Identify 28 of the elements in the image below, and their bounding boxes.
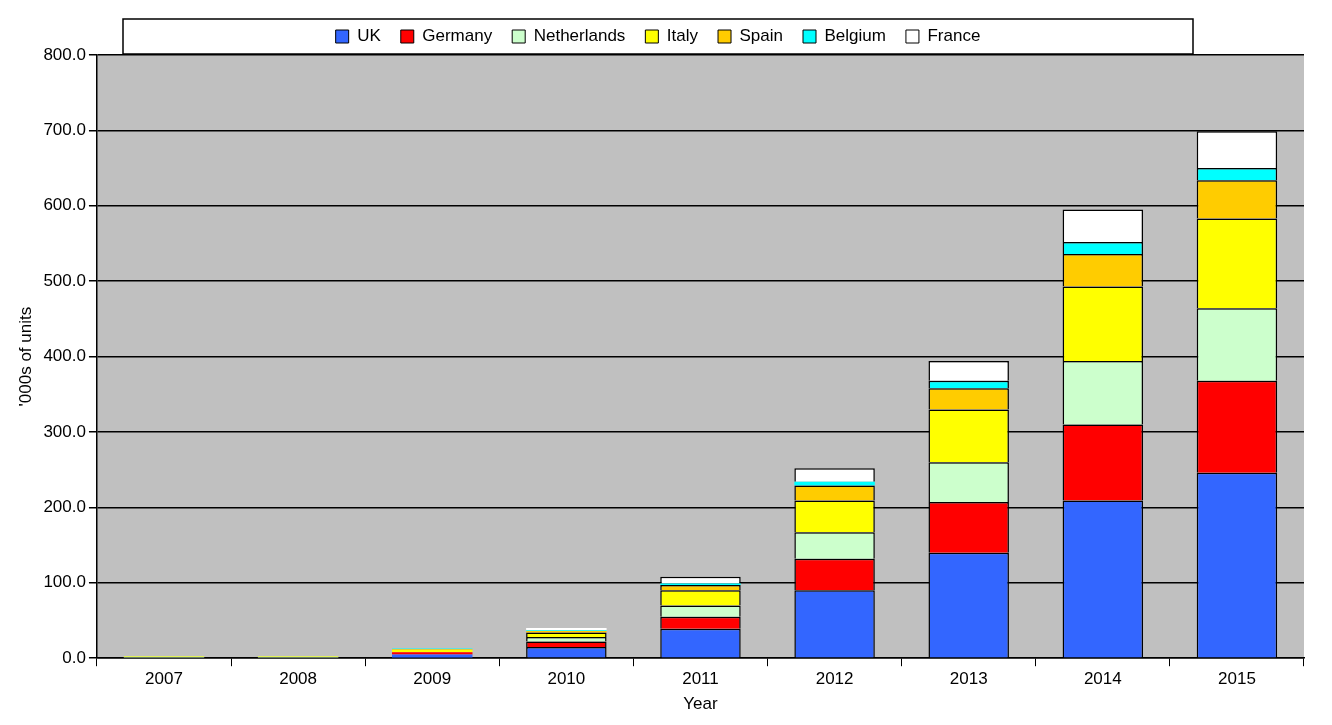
y-tick-label: 600.0 (43, 195, 86, 215)
x-tick-label: 2010 (547, 669, 586, 689)
y-tick-label: 800.0 (43, 44, 86, 64)
legend-label: Belgium (824, 26, 886, 46)
x-tick-label: 2013 (949, 669, 988, 689)
x-tick-label: 2008 (279, 669, 318, 689)
y-tick-label: 0.0 (62, 647, 86, 667)
y-tick-label: 200.0 (43, 497, 86, 517)
x-tick-label: 2007 (145, 669, 183, 689)
y-axis-title: '000s of units (15, 306, 35, 407)
y-tick-label: 400.0 (43, 346, 86, 366)
legend-label: UK (357, 26, 382, 46)
x-tick-label: 2011 (682, 669, 719, 689)
y-tick-label: 300.0 (43, 421, 86, 441)
bar (794, 481, 875, 486)
x-tick-label: 2012 (815, 669, 854, 689)
y-tick-label: 700.0 (43, 120, 86, 140)
legend-label: France (927, 26, 981, 46)
y-tick-label: 500.0 (43, 270, 86, 290)
legend-label: Italy (666, 26, 699, 46)
x-tick-label: 2015 (1218, 669, 1256, 689)
legend-label: Germany (422, 26, 493, 46)
x-axis-title: Year (683, 694, 718, 714)
legend-label: Spain (739, 26, 784, 46)
y-tick-label: 100.0 (43, 572, 86, 592)
x-tick-label: 2014 (1083, 669, 1122, 689)
x-tick-label: 2009 (413, 669, 452, 689)
legend-label: Netherlands (533, 26, 626, 46)
